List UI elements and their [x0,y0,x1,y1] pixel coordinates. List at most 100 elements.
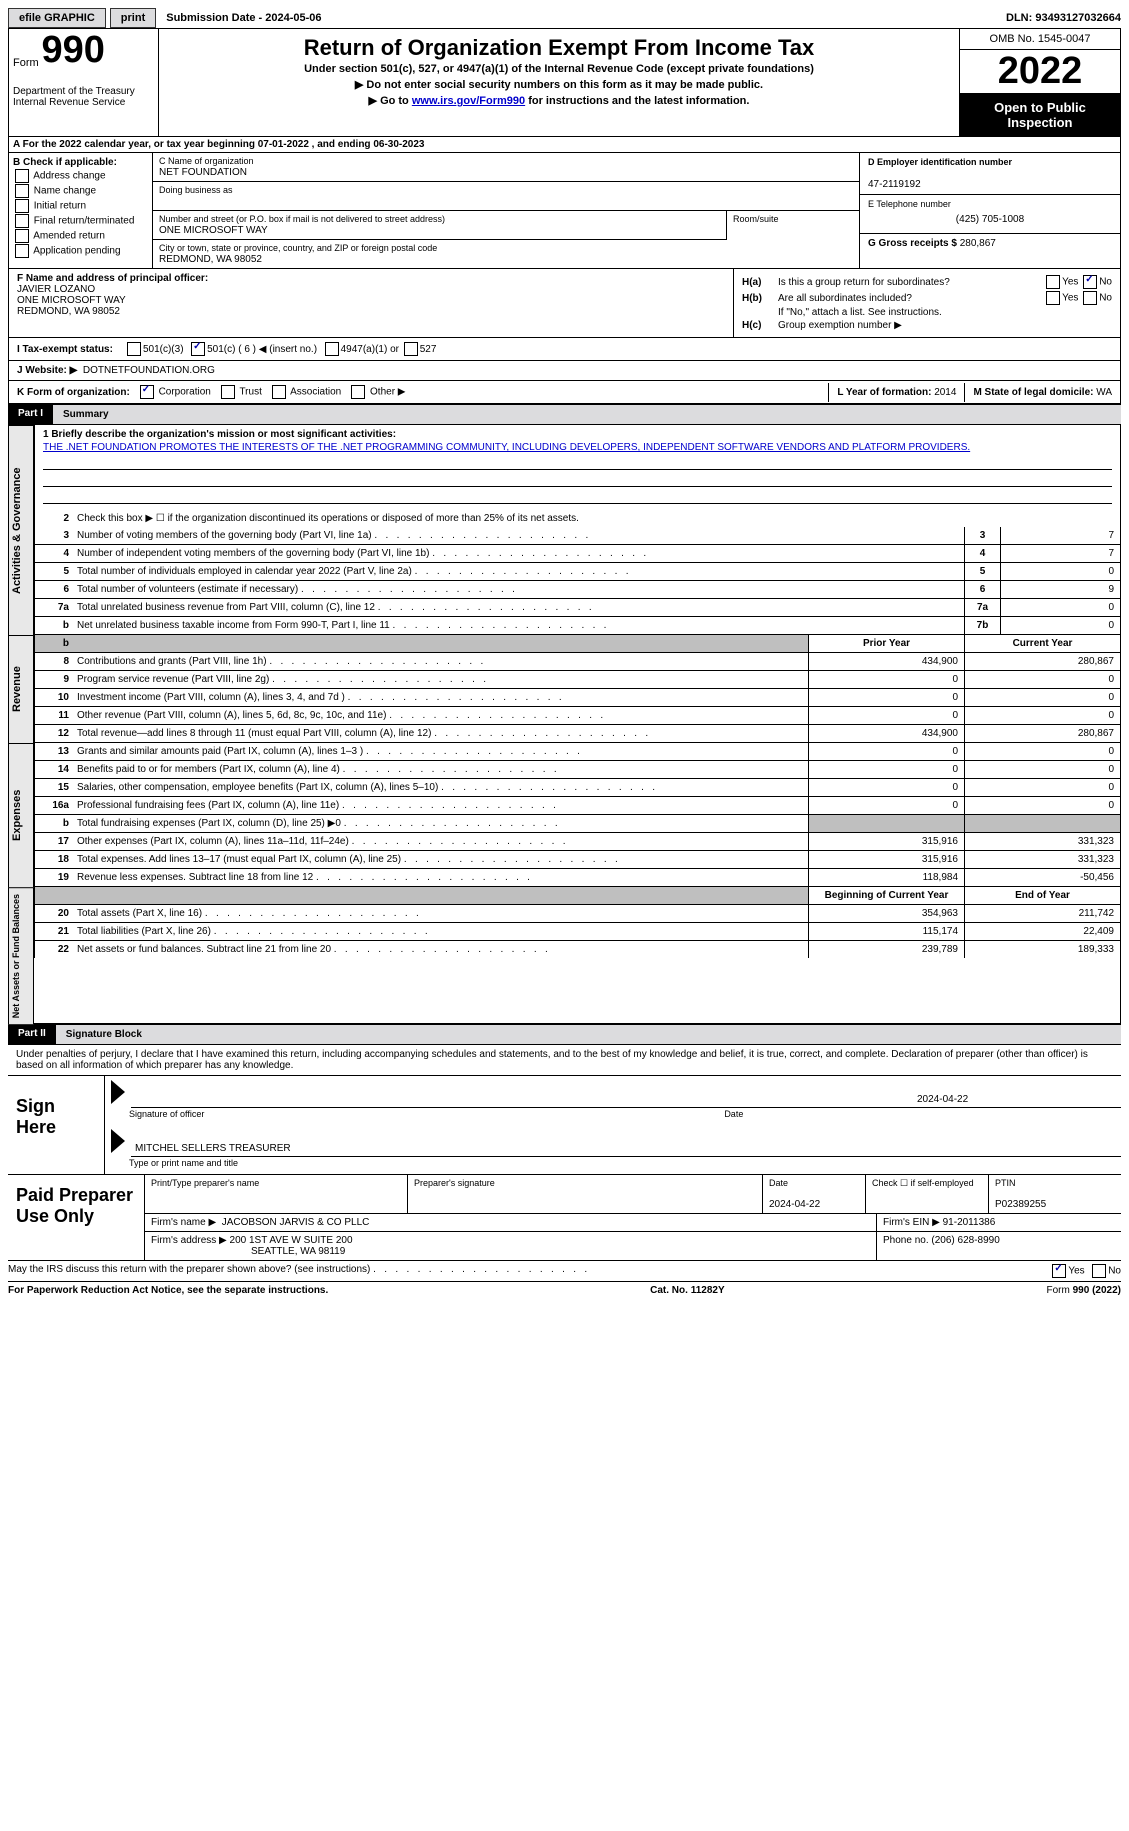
summary-line: b Total fundraising expenses (Part IX, c… [34,815,1120,833]
chk-application-pending[interactable]: Application pending [13,244,148,258]
part-i-header: Part I Summary [8,404,1121,425]
form-prefix: Form [13,57,39,69]
section-b: B Check if applicable: Address change Na… [9,153,153,268]
section-m: M State of legal domicile: WA [964,383,1120,402]
summary-line: 13 Grants and similar amounts paid (Part… [34,743,1120,761]
signature-block: Sign Here 2024-04-22 Signature of office… [8,1075,1121,1174]
cell-grey [808,815,964,832]
street-value: ONE MICROSOFT WAY [159,225,268,236]
firm-addr-label: Firm's address ▶ [151,1235,227,1246]
form-title: Return of Organization Exempt From Incom… [167,35,951,61]
form-header: Form 990 Department of the Treasury Inte… [9,29,1120,137]
org-name-label: C Name of organization [159,156,254,166]
firm-phone-label: Phone no. [883,1235,929,1246]
line-num: 10 [34,689,73,706]
chk-address-change[interactable]: Address change [13,169,148,183]
current-value: 0 [964,707,1120,724]
inspection-badge: Open to Public Inspection [960,94,1120,136]
footer-mid: Cat. No. 11282Y [650,1285,724,1296]
print-button[interactable]: print [110,8,156,28]
arrow-icon [111,1129,125,1153]
paid-preparer-block: Paid Preparer Use Only Print/Type prepar… [8,1174,1121,1261]
irs-link[interactable]: www.irs.gov/Form990 [412,95,525,107]
chk-527[interactable] [404,342,418,356]
chk-other[interactable] [351,385,365,399]
chk-501c[interactable] [191,342,205,356]
line-desc: Total expenses. Add lines 13–17 (must eq… [73,851,808,868]
chk-trust[interactable] [221,385,235,399]
submission-date: Submission Date - 2024-05-06 [160,12,327,24]
line-desc: Total number of individuals employed in … [73,563,964,580]
current-value: 0 [964,797,1120,814]
summary-line: 17 Other expenses (Part IX, column (A), … [34,833,1120,851]
line-num: 21 [34,923,73,940]
prior-value: 0 [808,779,964,796]
warn-suffix: for instructions and the latest informat… [525,95,749,107]
line-num: 20 [34,905,73,922]
summary-line: 14 Benefits paid to or for members (Part… [34,761,1120,779]
chk-amended-return[interactable]: Amended return [13,229,148,243]
line-desc: Investment income (Part VIII, column (A)… [73,689,808,706]
current-value: 211,742 [964,905,1120,922]
summary-line: 15 Salaries, other compensation, employe… [34,779,1120,797]
current-year-header: Current Year [964,635,1120,652]
prior-value: 315,916 [808,851,964,868]
line-num: 7a [34,599,73,616]
firm-phone: (206) 628-8990 [931,1235,999,1246]
line-num: 17 [34,833,73,850]
firm-addr2: SEATTLE, WA 98119 [251,1246,345,1257]
sections-f-h: F Name and address of principal officer:… [9,268,1120,337]
hb-yesno: Yes No [1044,291,1112,305]
line-desc: Net unrelated business taxable income fr… [73,617,964,634]
line-num: 22 [34,941,73,958]
signature-date: 2024-04-22 [917,1094,1117,1105]
chk-final-return[interactable]: Final return/terminated [13,214,148,228]
line-desc: Other expenses (Part IX, column (A), lin… [73,833,808,850]
line-desc: Total revenue—add lines 8 through 11 (mu… [73,725,808,742]
chk-name-change[interactable]: Name change [13,184,148,198]
org-name: NET FOUNDATION [159,167,247,178]
officer-signature-field[interactable] [135,1094,917,1105]
chk-4947[interactable] [325,342,339,356]
chk-assoc[interactable] [272,385,286,399]
line-desc: Salaries, other compensation, employee b… [73,779,808,796]
current-value: 0 [964,761,1120,778]
summary-line: 22 Net assets or fund balances. Subtract… [34,941,1120,958]
perjury-declaration: Under penalties of perjury, I declare th… [8,1045,1121,1075]
line-num: b [34,815,73,832]
summary-line: 5 Total number of individuals employed i… [34,563,1120,581]
activities-governance: Activities & Governance 1 Briefly descri… [8,425,1121,635]
line-num: 3 [34,527,73,544]
discuss-text: May the IRS discuss this return with the… [8,1264,370,1278]
current-value: 0 [964,671,1120,688]
gross-value: 280,867 [960,238,996,249]
dba-label: Doing business as [159,185,233,195]
chk-initial-return[interactable]: Initial return [13,199,148,213]
chk-corp[interactable] [140,385,154,399]
summary-line: 11 Other revenue (Part VIII, column (A),… [34,707,1120,725]
website-value: DOTNETFOUNDATION.ORG [83,365,215,376]
part-i-num: Part I [8,404,53,425]
current-value: 0 [964,689,1120,706]
line-value: 9 [1000,581,1120,598]
ein-label: D Employer identification number [868,157,1012,167]
section-i: I Tax-exempt status: 501(c)(3) 501(c) ( … [9,337,1120,360]
prior-value: 115,174 [808,923,964,940]
section-i-label: I Tax-exempt status: [17,344,113,355]
label-other: Other ▶ [370,387,405,398]
summary-line: 19 Revenue less expenses. Subtract line … [34,869,1120,886]
footer-right: Form 990 (2022) [1047,1285,1121,1296]
net-assets-section: Net Assets or Fund Balances Beginning of… [8,887,1121,1024]
discuss-yesno: Yes No [1050,1264,1121,1278]
mission-block: 1 Briefly describe the organization's mi… [34,425,1120,510]
city-value: REDMOND, WA 98052 [159,254,262,265]
line-desc: Grants and similar amounts paid (Part IX… [73,743,808,760]
prior-value: 239,789 [808,941,964,958]
form-number: 990 [41,29,104,72]
chk-501c3[interactable] [127,342,141,356]
prior-value: 0 [808,761,964,778]
line-box: 7a [964,599,1000,616]
hb-note: If "No," attach a list. See instructions… [778,307,942,318]
top-toolbar: efile GRAPHIC print Submission Date - 20… [8,8,1121,28]
prep-date-label: Date [769,1178,859,1188]
